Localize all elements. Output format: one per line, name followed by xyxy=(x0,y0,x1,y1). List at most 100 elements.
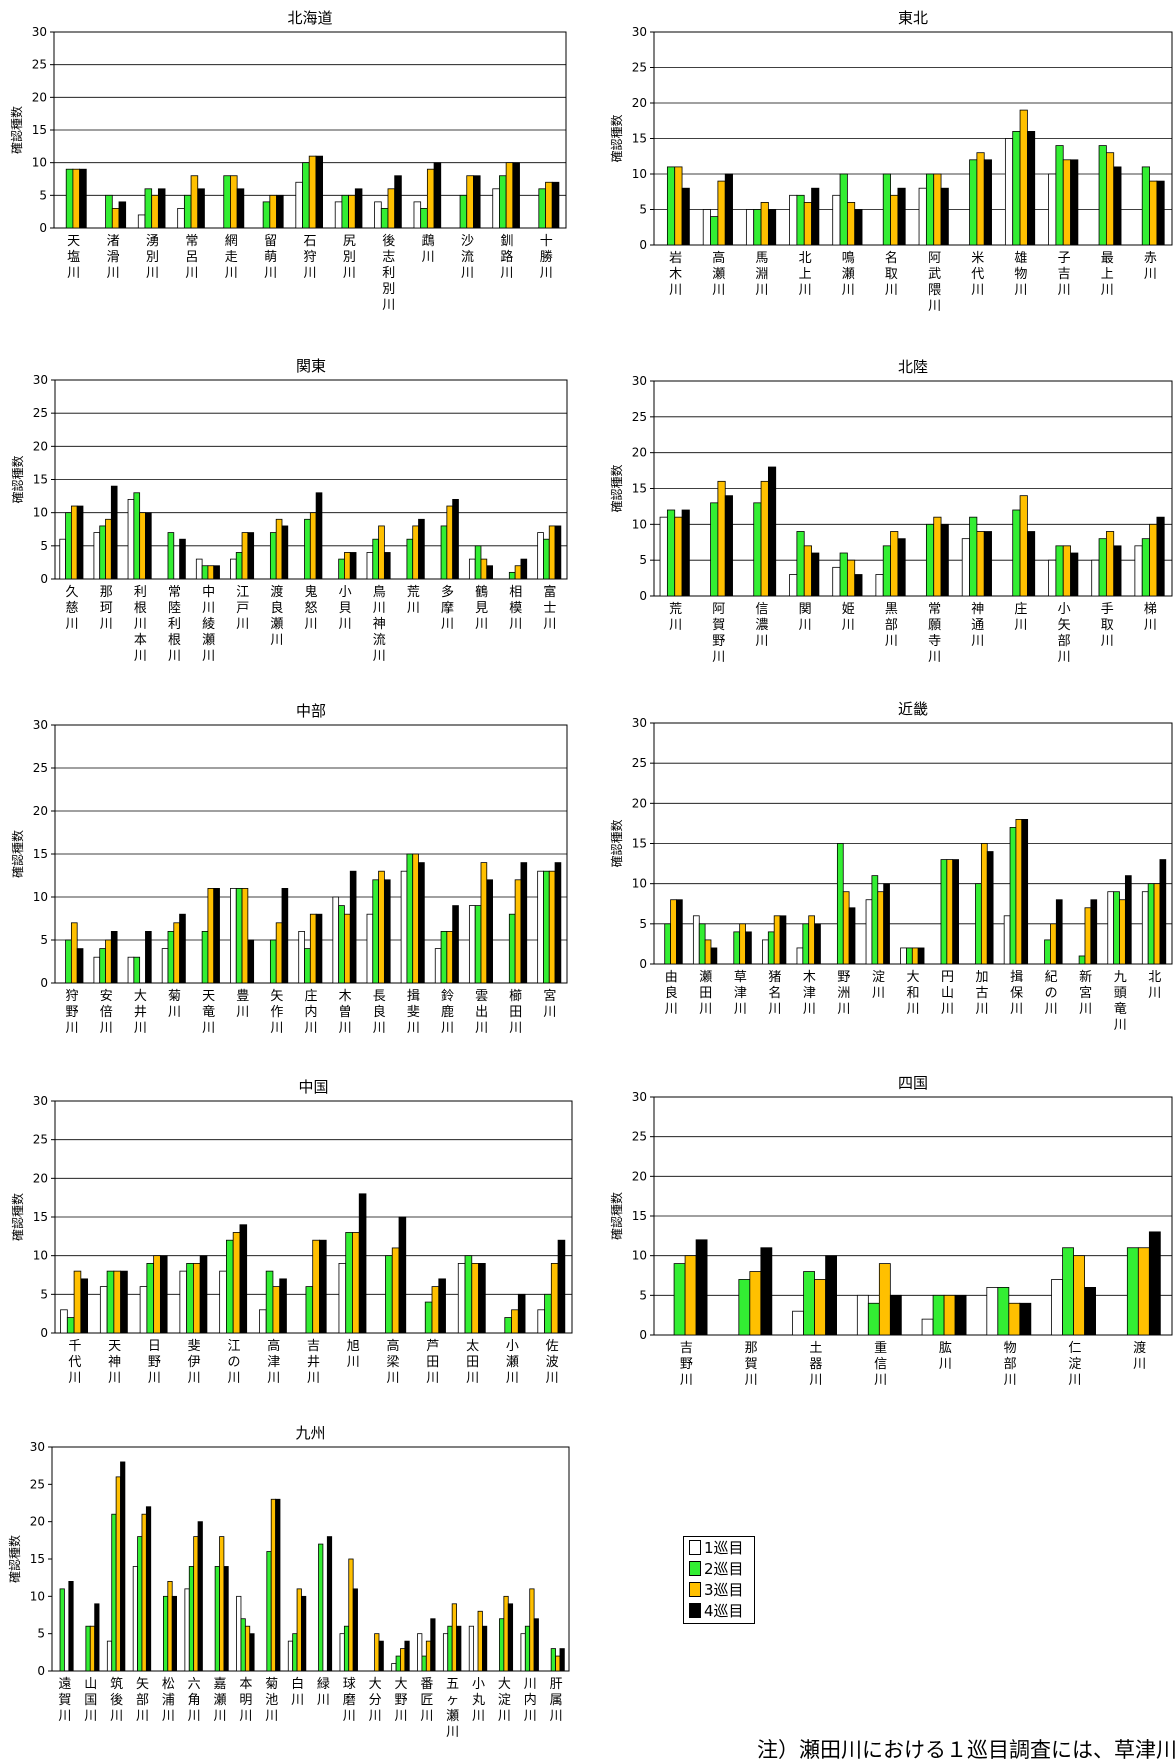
category-label-char: 丸 xyxy=(472,1693,485,1708)
bar xyxy=(141,1513,147,1672)
bar xyxy=(666,509,676,597)
category-label-char: 川 xyxy=(543,1005,556,1020)
bar xyxy=(1048,173,1057,246)
category-label-char: 川 xyxy=(543,617,556,632)
bar xyxy=(933,516,942,597)
category-label: 姫川 xyxy=(842,602,855,633)
bar xyxy=(65,168,74,229)
bar xyxy=(447,1625,453,1672)
bar xyxy=(753,502,762,597)
category-label-char: 菊 xyxy=(265,1677,278,1692)
bar xyxy=(73,1270,82,1334)
bar xyxy=(173,922,180,984)
category-label-char: 猪 xyxy=(768,970,781,985)
category-label: 六角川 xyxy=(188,1677,201,1724)
category-label-char: 川 xyxy=(540,266,553,281)
bar xyxy=(520,558,528,580)
category-label-char: 鳥 xyxy=(373,585,386,600)
category-label-char: 本 xyxy=(239,1677,252,1692)
category-label-char: 珂 xyxy=(100,601,113,616)
category-label: 庄内川 xyxy=(304,988,317,1036)
chart-title: 北陸 xyxy=(898,358,928,376)
bar xyxy=(508,913,516,984)
category-label-char: 留 xyxy=(264,234,277,249)
category-label-char: 神 xyxy=(373,617,386,632)
bar xyxy=(70,922,78,984)
category-label-char: 神 xyxy=(971,602,984,617)
bar xyxy=(177,207,185,229)
bar xyxy=(304,948,311,984)
category-label: 鳥川神流川 xyxy=(373,585,386,664)
legend: 1巡目 2巡目 3巡目 4巡目 xyxy=(683,1536,755,1624)
category-label: 宮川 xyxy=(543,988,556,1020)
category-label: 天塩川 xyxy=(67,234,80,281)
y-tick-label: 30 xyxy=(32,25,47,39)
category-label-char: 浦 xyxy=(162,1693,175,1708)
bar xyxy=(275,518,283,580)
y-tick-label: 30 xyxy=(632,1090,647,1104)
bar xyxy=(492,188,500,229)
category-label-char: 川 xyxy=(291,1693,304,1708)
legend-item-2: 2巡目 xyxy=(684,1558,754,1579)
category-label-char: 川 xyxy=(842,618,855,633)
bar xyxy=(352,1588,358,1672)
category-label-char: 川 xyxy=(369,1709,382,1724)
bar xyxy=(1119,899,1126,965)
chart-title: 近畿 xyxy=(898,700,928,718)
y-tick-label: 30 xyxy=(632,716,647,730)
bar xyxy=(146,1263,155,1334)
bar xyxy=(503,1595,509,1672)
bar xyxy=(394,175,402,229)
category-label-char: 川 xyxy=(146,266,159,281)
bar xyxy=(529,1588,535,1672)
category-label-char: 川 xyxy=(768,1002,781,1017)
bar xyxy=(520,862,528,984)
category-label-char: 津 xyxy=(803,986,816,1001)
category-label-char: 模 xyxy=(509,601,522,616)
bar xyxy=(66,1317,75,1334)
bar xyxy=(440,525,448,580)
category-label: 五ヶ瀬川 xyxy=(446,1677,459,1740)
category-label: 阿武隈川 xyxy=(928,251,941,314)
category-label: 赤川 xyxy=(1144,251,1157,282)
bar xyxy=(1159,859,1167,965)
bar xyxy=(76,948,84,984)
bar xyxy=(366,552,374,580)
category-label: 球磨川 xyxy=(343,1677,356,1724)
bar xyxy=(344,552,351,580)
category-label-char: 川 xyxy=(227,1371,240,1386)
category-label-char: 川 xyxy=(373,1021,386,1036)
bar xyxy=(976,531,985,597)
category-label-char: 路 xyxy=(500,249,513,265)
bar xyxy=(230,558,237,580)
category-label-char: 川 xyxy=(1148,986,1161,1001)
bar xyxy=(867,1302,880,1336)
category-label-char: 九 xyxy=(1114,970,1127,985)
bar xyxy=(1003,915,1011,965)
category-label: 高梁川 xyxy=(387,1338,400,1386)
category-label-char: 肱 xyxy=(939,1341,952,1356)
bar xyxy=(704,939,712,965)
category-label-char: 内 xyxy=(524,1692,537,1708)
bar xyxy=(1084,1287,1096,1336)
bar xyxy=(457,1263,466,1334)
bar xyxy=(983,159,992,246)
bar xyxy=(420,207,428,229)
category-label-char: 那 xyxy=(745,1341,758,1356)
y-tick-label: 20 xyxy=(632,96,647,110)
category-label-char: 木 xyxy=(803,970,816,985)
y-tick-label: 5 xyxy=(37,1627,45,1641)
category-label-char: 菊 xyxy=(168,989,181,1004)
bar xyxy=(1149,523,1158,597)
category-label: 鬼怒川 xyxy=(304,584,317,632)
bar xyxy=(889,1294,902,1336)
bar xyxy=(865,899,873,965)
bar xyxy=(144,188,153,229)
category-label: 阿賀野川 xyxy=(712,602,725,665)
bar xyxy=(265,1270,274,1334)
category-label-char: 川 xyxy=(712,283,725,298)
bar xyxy=(514,879,522,984)
category-label-char: 最 xyxy=(1101,251,1114,266)
bar xyxy=(404,1640,410,1672)
bar xyxy=(167,1581,173,1672)
